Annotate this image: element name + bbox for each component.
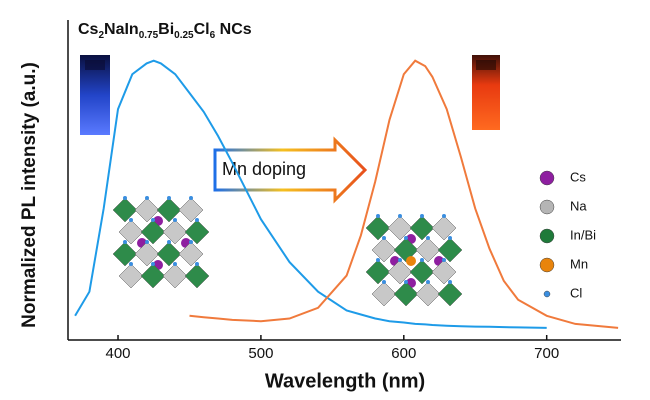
octahedron (162, 219, 188, 245)
octahedron (184, 219, 210, 245)
octahedron (415, 237, 441, 263)
x-tick-label: 700 (534, 345, 559, 362)
octahedron (371, 281, 397, 307)
octahedron (118, 219, 144, 245)
octahedron (437, 237, 463, 263)
atom (195, 218, 199, 222)
vial-cap (85, 60, 105, 70)
octahedron (387, 259, 413, 285)
octahedron (140, 219, 166, 245)
octahedron (387, 215, 413, 241)
title-run: 0.75 (139, 30, 159, 41)
atom (123, 240, 127, 244)
title-run: Cl (194, 21, 210, 38)
atom (404, 280, 408, 284)
atom (406, 256, 416, 266)
octahedron (409, 215, 435, 241)
legend-label: Cl (570, 285, 582, 300)
x-tick-label: 400 (105, 345, 130, 362)
title-run: Cs (78, 21, 99, 38)
atom (189, 196, 193, 200)
legend-label: Cs (570, 169, 586, 184)
atom (426, 280, 430, 284)
octahedron (431, 259, 457, 285)
atom (398, 214, 402, 218)
atom (151, 262, 155, 266)
octahedron (365, 259, 391, 285)
atom (145, 240, 149, 244)
atom (195, 262, 199, 266)
atom (123, 196, 127, 200)
octahedron (140, 263, 166, 289)
octahedron (178, 241, 204, 267)
octahedron (118, 263, 144, 289)
octahedron (371, 237, 397, 263)
doping-arrow (213, 136, 368, 204)
atom (442, 258, 446, 262)
atom (398, 258, 402, 262)
octahedron (178, 197, 204, 223)
octahedron (415, 281, 441, 307)
octahedron (112, 197, 138, 223)
legend-swatch (539, 257, 555, 273)
title-run: NCs (215, 21, 252, 38)
atom (189, 240, 193, 244)
atom (376, 214, 380, 218)
atom (420, 214, 424, 218)
spectrum-line (189, 59, 619, 329)
title-run: 2 (98, 30, 104, 41)
atom (382, 280, 386, 284)
atom (376, 258, 380, 262)
atom (173, 262, 177, 266)
legend-swatch (539, 228, 555, 244)
atom (167, 196, 171, 200)
octahedron (156, 197, 182, 223)
atom (448, 236, 452, 240)
atom (382, 236, 386, 240)
atom (442, 214, 446, 218)
legend-swatch (539, 199, 555, 215)
atom (129, 218, 133, 222)
crystal-structures (112, 196, 463, 307)
x-axis-label: Wavelength (nm) (265, 370, 425, 392)
legend-swatch (539, 170, 555, 186)
spectrum-line (74, 59, 547, 329)
octahedron (437, 281, 463, 307)
chart-title: Cs2NaIn0.75Bi0.25Cl6 NCs (78, 21, 252, 40)
y-axis-label: Normalized PL intensity (a.u.) (19, 62, 40, 328)
atom (426, 236, 430, 240)
x-tick-label: 600 (391, 345, 416, 362)
title-run: 6 (210, 30, 216, 41)
octahedron (134, 197, 160, 223)
octahedron (409, 259, 435, 285)
octahedron (156, 241, 182, 267)
octahedron (184, 263, 210, 289)
octahedron (162, 263, 188, 289)
atom (173, 218, 177, 222)
legend-label: In/Bi (570, 227, 596, 242)
title-run: 0.25 (174, 30, 194, 41)
atom (151, 218, 155, 222)
annotation: Mn doping (222, 159, 306, 179)
legend-label: Mn (570, 256, 588, 271)
vial-cap (476, 60, 496, 70)
octahedron (365, 215, 391, 241)
octahedron (431, 215, 457, 241)
x-tick-label: 500 (248, 345, 273, 362)
title-run: NaIn (104, 21, 139, 38)
title-run: Bi (158, 21, 174, 38)
atom (404, 236, 408, 240)
legend-swatch (543, 290, 551, 298)
atom (145, 196, 149, 200)
octahedron (393, 237, 419, 263)
atom (420, 258, 424, 262)
atom (167, 240, 171, 244)
octahedron (134, 241, 160, 267)
legend-label: Na (570, 198, 587, 213)
octahedron (112, 241, 138, 267)
octahedron (393, 281, 419, 307)
atom (129, 262, 133, 266)
atom (448, 280, 452, 284)
